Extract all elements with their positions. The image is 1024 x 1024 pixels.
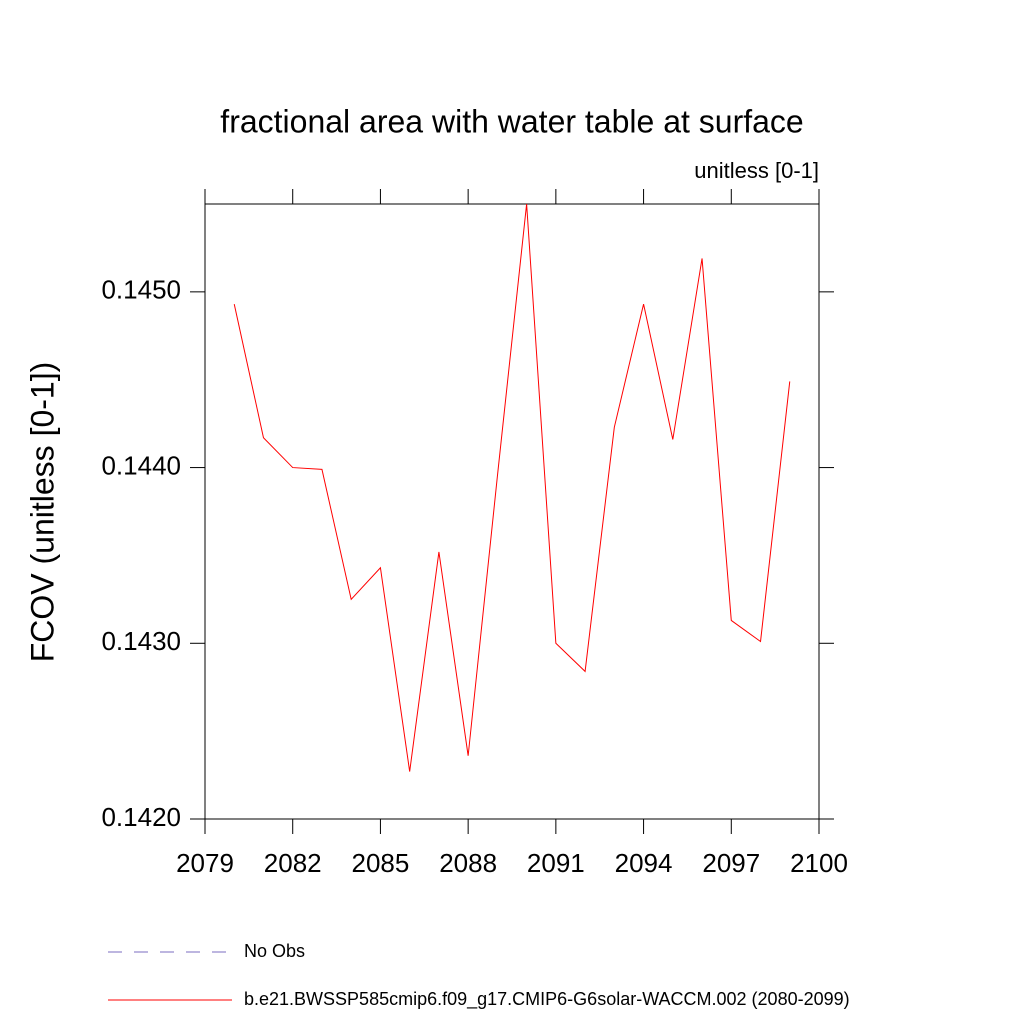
- x-tick-label: 2085: [352, 848, 410, 878]
- chart-title: fractional area with water table at surf…: [220, 103, 803, 139]
- y-axis-label: FCOV (unitless [0-1]): [24, 362, 60, 663]
- x-tick-label: 2079: [176, 848, 234, 878]
- legend-label: No Obs: [244, 941, 305, 961]
- data-line: [233, 203, 791, 772]
- x-tick-label: 2097: [702, 848, 760, 878]
- y-tick-label: 0.1420: [101, 802, 181, 832]
- x-tick-label: 2091: [527, 848, 585, 878]
- y-tick-label: 0.1450: [101, 275, 181, 305]
- x-tick-label: 2082: [264, 848, 322, 878]
- y-tick-label: 0.1440: [101, 450, 181, 480]
- plot-frame: [204, 203, 820, 820]
- x-tick-label: 2094: [615, 848, 673, 878]
- y-tick-label: 0.1430: [101, 626, 181, 656]
- chart-subtitle: unitless [0-1]: [694, 158, 819, 183]
- x-tick-label: 2088: [439, 848, 497, 878]
- legend-label: b.e21.BWSSP585cmip6.f09_g17.CMIP6-G6sola…: [244, 989, 850, 1010]
- x-tick-label: 2100: [790, 848, 848, 878]
